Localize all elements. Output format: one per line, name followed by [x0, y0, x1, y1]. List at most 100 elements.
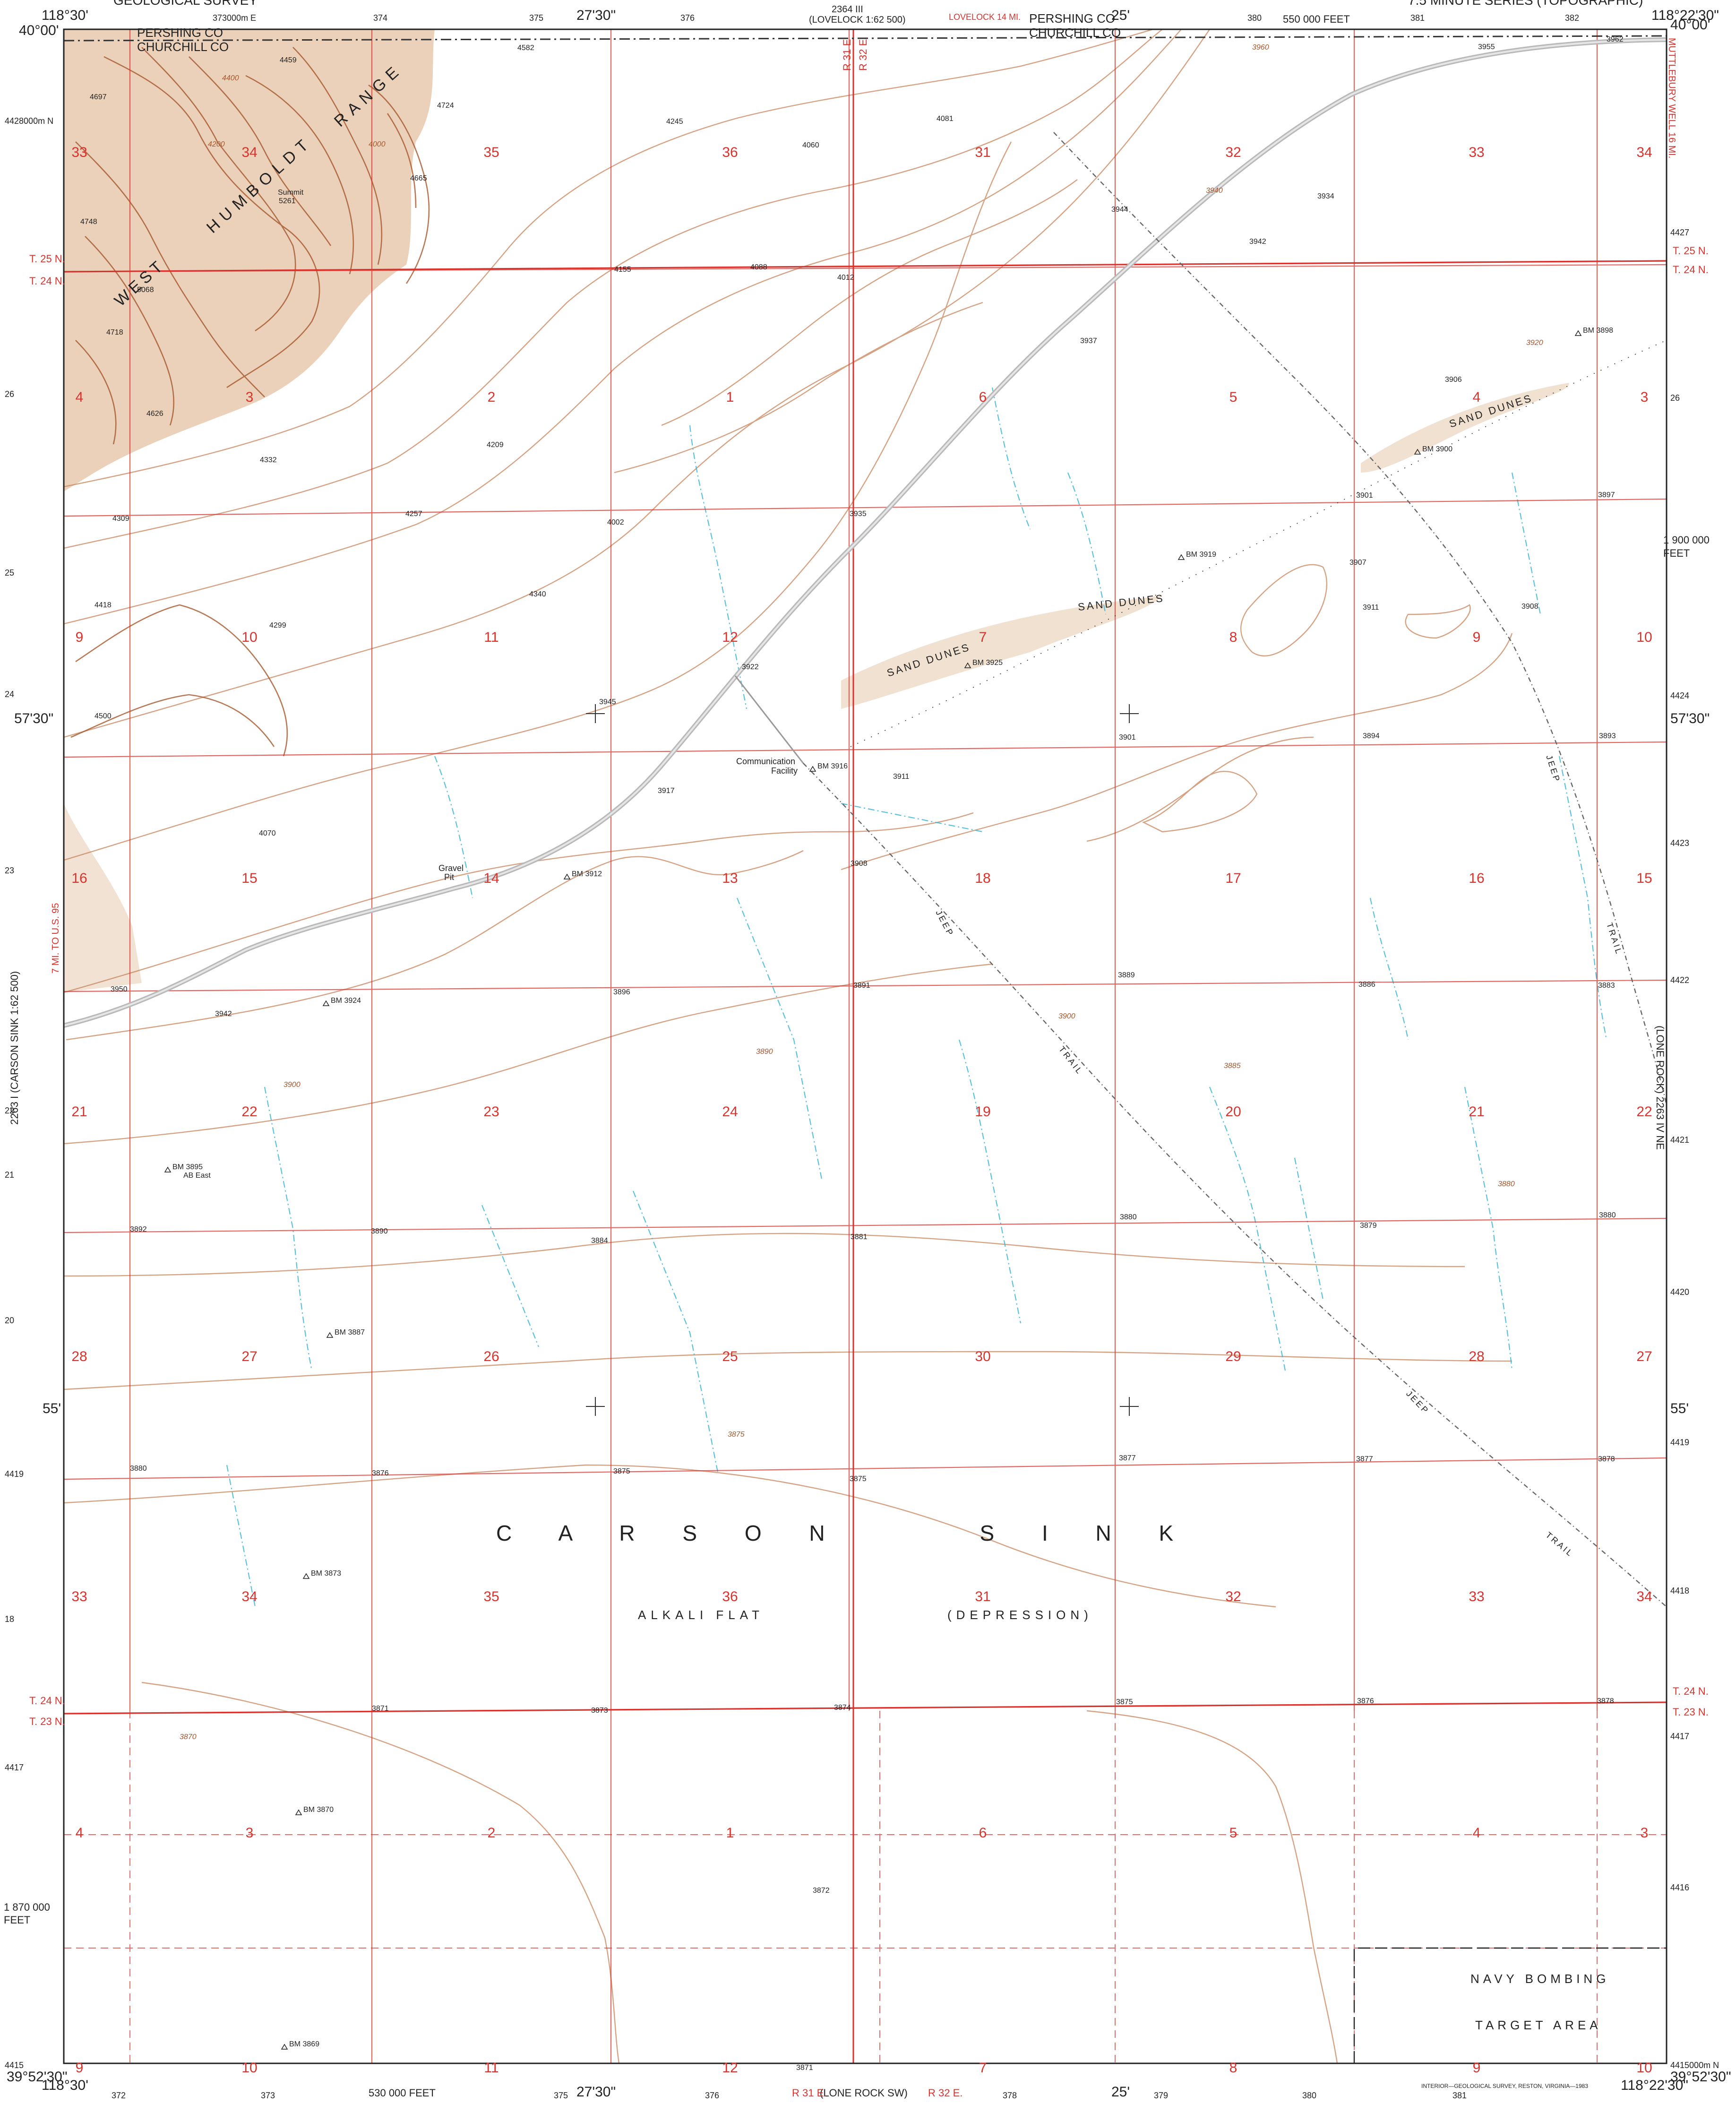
north-tick-label: 18	[5, 1614, 14, 1624]
contour-value-label: 3870	[180, 1733, 197, 1741]
spot-elevation: 4724	[437, 102, 454, 110]
spot-elevation: 4748	[80, 218, 97, 226]
spot-elevation: 3877	[1356, 1455, 1373, 1463]
intermittent-streams	[226, 387, 1607, 1607]
highway-edge	[64, 39, 1667, 1026]
section-number: 14	[483, 871, 499, 886]
township-line-t24-t23	[64, 1701, 1667, 1715]
spot-elevation: 3937	[1080, 337, 1097, 345]
spot-elevation: 3880	[1599, 1211, 1616, 1219]
spot-elevation: 4309	[112, 515, 129, 523]
lat-5730-left: 57'30"	[14, 711, 53, 726]
section-number: 28	[1469, 1349, 1484, 1364]
section-number: 36	[722, 145, 738, 160]
section-number: 26	[483, 1349, 499, 1364]
north-tick-label: 4417	[1670, 1732, 1689, 1741]
benchmark-triangle	[295, 1809, 302, 1815]
left-side-arrow: 7 MI. TO U.S. 95	[51, 903, 61, 974]
section-number: 32	[1225, 145, 1241, 160]
east-tick-label: 376	[680, 13, 695, 23]
east-tick-label: 373	[261, 2091, 275, 2100]
contour-value-label: 3880	[1498, 1180, 1515, 1188]
spot-elevation: 3906	[1445, 376, 1462, 384]
t24n-left-b: T. 24 N.	[29, 1695, 65, 1707]
mountain-relief-shading	[64, 29, 435, 492]
benchmark-triangle	[322, 1000, 330, 1006]
benchmark-label: BM 3898	[1583, 327, 1613, 335]
quad-top-number: 2364 III	[832, 4, 863, 15]
spot-elevation: 3944	[1111, 206, 1128, 214]
spot-elevation: 3945	[599, 698, 616, 706]
spot-elevation: 3891	[853, 982, 870, 990]
benchmark-label: BM 3900	[1422, 445, 1452, 453]
section-number: 20	[1225, 1104, 1241, 1120]
section-number: 36	[722, 1589, 738, 1604]
contour-value-label: 3920	[1526, 339, 1543, 347]
contour-value-label: 4200	[208, 140, 225, 148]
benchmark-label: BM 3887	[335, 1328, 365, 1337]
spot-elevation: 4060	[802, 141, 819, 149]
section-number: 18	[975, 871, 990, 886]
lon-2730-bot: 27'30"	[576, 2084, 616, 2100]
contour-value-label: 3885	[1224, 1062, 1241, 1070]
spot-elevation: 3942	[1249, 238, 1266, 246]
north-tick-label: 4428000m N	[5, 116, 53, 126]
feet-right: 1 900 000	[1663, 534, 1710, 546]
contour-value-label: 3940	[1206, 187, 1223, 195]
spot-elevation: 4340	[529, 590, 546, 598]
section-number: 6	[979, 1825, 987, 1841]
dune-shading	[841, 595, 1162, 709]
lovelock-arrow: LOVELOCK 14 MI.	[949, 12, 1021, 22]
north-tick-label: 4422	[1670, 975, 1689, 985]
section-number: 21	[1469, 1104, 1484, 1120]
benchmark-label: BM 3916	[817, 762, 848, 770]
section-number: 8	[1229, 629, 1238, 645]
east-ticks-bot: 372 373 375 376 378 379 380 381	[112, 2091, 1467, 2100]
spot-elevation: 3871	[796, 2064, 813, 2072]
north-ticks-right: 4427 26 4424 4423 4422 4421 4420 4419 4418 4417 44…	[1670, 228, 1719, 2070]
t25n-right: T. 25 N.	[1673, 245, 1709, 257]
spot-elevation: 4155	[614, 266, 631, 274]
contour-value-label: 4400	[222, 74, 239, 82]
east-tick-label: 381	[1410, 13, 1425, 23]
benchmark-triangle	[281, 2044, 288, 2050]
se-corner-lon: 118°22'30"	[1621, 2078, 1688, 2093]
spot-elevation: 3881	[851, 1233, 868, 1241]
spot-elevation: 3871	[372, 1705, 389, 1713]
right-side-quad-bottom: (LONE ROCK) 2263 IV NE	[1654, 1026, 1666, 1150]
north-tick-label: 4418	[1670, 1586, 1689, 1595]
feet-bottom: 530 000 FEET	[369, 2087, 436, 2099]
section-number: 30	[975, 1349, 990, 1364]
spot-elevation: 3934	[1317, 192, 1334, 200]
contour-value-label: 3875	[728, 1431, 745, 1439]
lat-55-right: 55'	[1670, 1401, 1689, 1416]
spot-elevation: 4070	[259, 829, 276, 837]
spot-elevation: 4257	[405, 510, 422, 518]
right-side-quad-top: MUTTLEBURY WELL 16 MI.	[1667, 38, 1677, 158]
section-number: 4	[1473, 1825, 1481, 1841]
mountain-contours	[70, 47, 430, 757]
t24n-left: T. 24 N.	[29, 275, 65, 287]
section-number: 33	[71, 145, 87, 160]
north-tick-label: 4419	[5, 1469, 24, 1479]
contour-value-label: 4000	[369, 140, 386, 148]
section-number: 34	[1636, 145, 1652, 160]
spot-elevation: 5068	[137, 286, 154, 294]
alkali-flat-label: ALKALI FLAT	[638, 1608, 764, 1622]
gravel-label: Gravel	[438, 863, 464, 873]
east-tick-label: 375	[554, 2091, 568, 2100]
collar-labels: 118°30' 40°00' 118°22'30" 40°00' 118°30'…	[4, 0, 1731, 2100]
imprint: INTERIOR—GEOLOGICAL SURVEY, RESTON, VIRG…	[1421, 2083, 1588, 2089]
spot-elevation: 3901	[1119, 733, 1136, 742]
spot-elevation: 3886	[1358, 981, 1375, 989]
spot-elevation: 4012	[837, 274, 854, 282]
benchmark-label: BM 3925	[972, 659, 1003, 667]
spot-elevation: 3911	[1363, 604, 1379, 612]
benchmark-triangle	[302, 1573, 310, 1579]
north-tick-label: 25	[5, 568, 14, 578]
section-number: 8	[1229, 2060, 1238, 2076]
facility-road	[734, 675, 804, 764]
section-number: 12	[722, 2060, 738, 2076]
t24n-right: T. 24 N.	[1673, 264, 1709, 276]
